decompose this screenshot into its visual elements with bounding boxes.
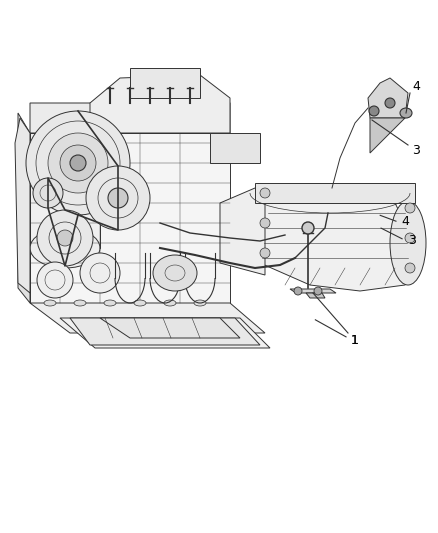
Polygon shape xyxy=(30,133,230,303)
Polygon shape xyxy=(30,83,230,133)
Ellipse shape xyxy=(405,203,415,213)
Ellipse shape xyxy=(134,300,146,306)
Polygon shape xyxy=(370,118,405,153)
Ellipse shape xyxy=(74,300,86,306)
Polygon shape xyxy=(15,118,30,293)
Ellipse shape xyxy=(390,201,426,285)
Ellipse shape xyxy=(57,230,73,246)
Ellipse shape xyxy=(260,188,270,198)
Text: 4: 4 xyxy=(412,79,420,93)
Ellipse shape xyxy=(26,111,130,215)
Text: 1: 1 xyxy=(351,334,359,346)
Ellipse shape xyxy=(400,108,412,118)
Ellipse shape xyxy=(164,300,176,306)
Polygon shape xyxy=(306,293,325,298)
Ellipse shape xyxy=(70,155,86,171)
Polygon shape xyxy=(210,133,260,163)
Ellipse shape xyxy=(37,262,73,298)
Polygon shape xyxy=(220,188,265,275)
Ellipse shape xyxy=(405,233,415,243)
Text: 1: 1 xyxy=(351,334,359,346)
Polygon shape xyxy=(18,113,30,303)
Ellipse shape xyxy=(153,255,197,291)
Ellipse shape xyxy=(302,222,314,234)
Ellipse shape xyxy=(44,300,56,306)
Ellipse shape xyxy=(405,263,415,273)
Polygon shape xyxy=(290,289,336,293)
Polygon shape xyxy=(130,68,200,98)
Polygon shape xyxy=(100,318,240,338)
Polygon shape xyxy=(70,318,260,345)
Ellipse shape xyxy=(260,218,270,228)
Ellipse shape xyxy=(48,133,108,193)
Ellipse shape xyxy=(385,98,395,108)
Polygon shape xyxy=(255,183,415,203)
Polygon shape xyxy=(30,303,265,333)
Ellipse shape xyxy=(104,300,116,306)
Ellipse shape xyxy=(37,210,93,266)
Ellipse shape xyxy=(60,145,96,181)
Ellipse shape xyxy=(260,248,270,258)
Ellipse shape xyxy=(108,188,128,208)
Ellipse shape xyxy=(30,228,100,268)
Ellipse shape xyxy=(86,166,150,230)
Polygon shape xyxy=(252,188,415,291)
Ellipse shape xyxy=(194,300,206,306)
Ellipse shape xyxy=(314,287,322,295)
Polygon shape xyxy=(90,75,230,133)
Ellipse shape xyxy=(369,106,379,116)
Ellipse shape xyxy=(294,287,302,295)
Polygon shape xyxy=(368,78,408,118)
Ellipse shape xyxy=(33,178,63,208)
Text: 4: 4 xyxy=(402,215,410,228)
Polygon shape xyxy=(30,133,100,248)
Ellipse shape xyxy=(80,253,120,293)
Polygon shape xyxy=(60,318,270,348)
Text: 3: 3 xyxy=(412,143,420,157)
Text: 3: 3 xyxy=(408,235,416,247)
